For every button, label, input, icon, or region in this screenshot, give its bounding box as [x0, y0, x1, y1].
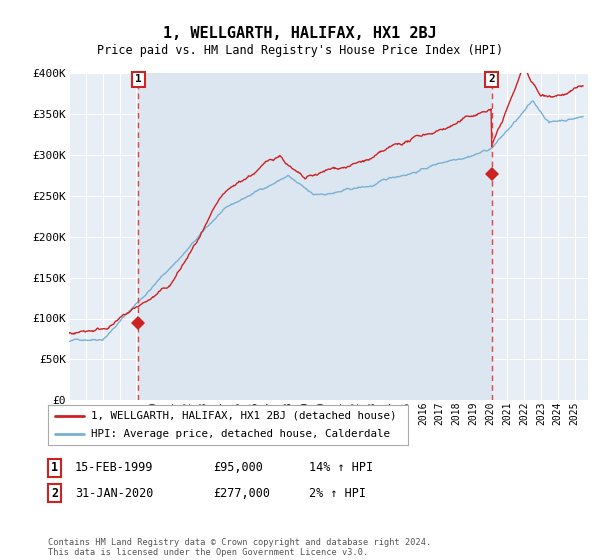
Bar [139, 73, 491, 400]
Text: Contains HM Land Registry data © Crown copyright and database right 2024.
This d: Contains HM Land Registry data © Crown c… [48, 538, 431, 557]
Text: 2: 2 [51, 487, 58, 500]
Text: 1, WELLGARTH, HALIFAX, HX1 2BJ: 1, WELLGARTH, HALIFAX, HX1 2BJ [163, 26, 437, 41]
Text: £95,000: £95,000 [213, 461, 263, 474]
Text: £277,000: £277,000 [213, 487, 270, 500]
Text: 2: 2 [488, 74, 495, 85]
Text: 15-FEB-1999: 15-FEB-1999 [75, 461, 154, 474]
Text: 1: 1 [51, 461, 58, 474]
Text: 1: 1 [135, 74, 142, 85]
Text: Price paid vs. HM Land Registry's House Price Index (HPI): Price paid vs. HM Land Registry's House … [97, 44, 503, 57]
Text: 2% ↑ HPI: 2% ↑ HPI [309, 487, 366, 500]
Text: 14% ↑ HPI: 14% ↑ HPI [309, 461, 373, 474]
Text: 1, WELLGARTH, HALIFAX, HX1 2BJ (detached house): 1, WELLGARTH, HALIFAX, HX1 2BJ (detached… [91, 411, 397, 421]
Text: HPI: Average price, detached house, Calderdale: HPI: Average price, detached house, Cald… [91, 430, 390, 439]
Text: 31-JAN-2020: 31-JAN-2020 [75, 487, 154, 500]
